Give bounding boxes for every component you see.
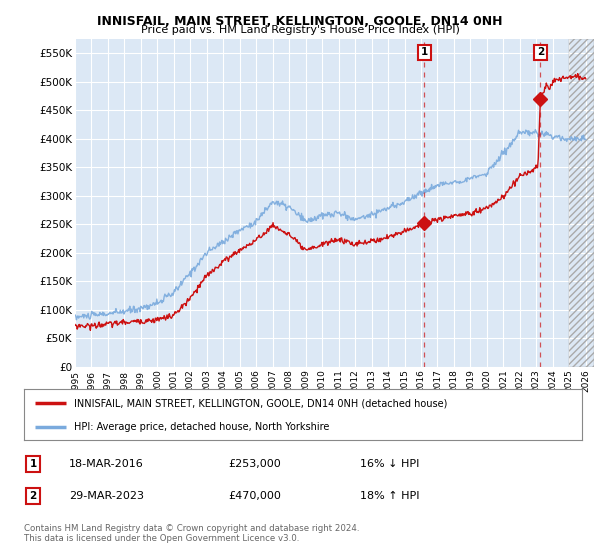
Text: 2: 2 — [536, 47, 544, 57]
Text: £470,000: £470,000 — [228, 491, 281, 501]
Text: 18% ↑ HPI: 18% ↑ HPI — [360, 491, 419, 501]
Text: 1: 1 — [29, 459, 37, 469]
Text: Price paid vs. HM Land Registry's House Price Index (HPI): Price paid vs. HM Land Registry's House … — [140, 25, 460, 35]
Text: HPI: Average price, detached house, North Yorkshire: HPI: Average price, detached house, Nort… — [74, 422, 329, 432]
Text: £253,000: £253,000 — [228, 459, 281, 469]
Text: 18-MAR-2016: 18-MAR-2016 — [69, 459, 144, 469]
Text: 29-MAR-2023: 29-MAR-2023 — [69, 491, 144, 501]
Text: 2: 2 — [29, 491, 37, 501]
Text: 1: 1 — [421, 47, 428, 57]
Text: 16% ↓ HPI: 16% ↓ HPI — [360, 459, 419, 469]
Text: Contains HM Land Registry data © Crown copyright and database right 2024.
This d: Contains HM Land Registry data © Crown c… — [24, 524, 359, 543]
Text: INNISFAIL, MAIN STREET, KELLINGTON, GOOLE, DN14 0NH: INNISFAIL, MAIN STREET, KELLINGTON, GOOL… — [97, 15, 503, 27]
Text: INNISFAIL, MAIN STREET, KELLINGTON, GOOLE, DN14 0NH (detached house): INNISFAIL, MAIN STREET, KELLINGTON, GOOL… — [74, 398, 448, 408]
